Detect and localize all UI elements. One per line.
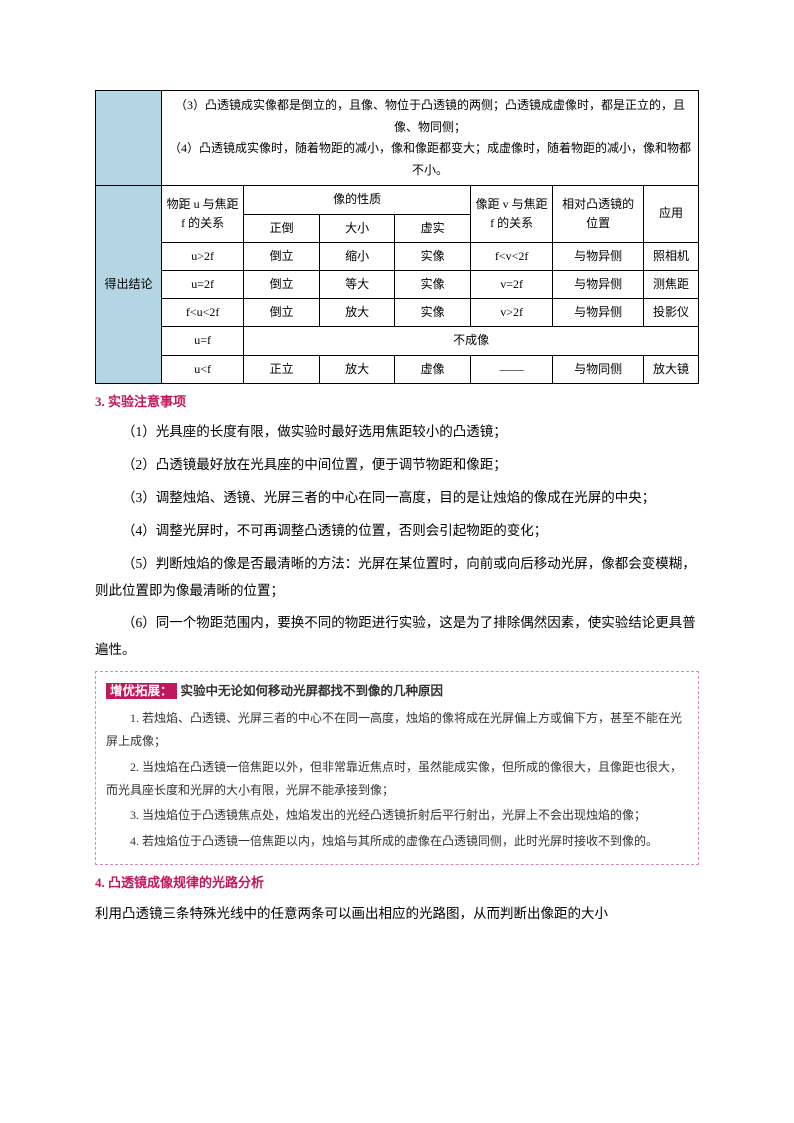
table-row: f<u<2f 倒立 放大 实像 v>2f 与物异侧 投影仪 xyxy=(96,299,699,327)
sec3-item: （1）光具座的长度有限，做实验时最好选用焦距较小的凸透镜； xyxy=(95,418,699,445)
table-row: u>2f 倒立 缩小 实像 f<v<2f 与物异侧 照相机 xyxy=(96,242,699,270)
ext-item: 4. 若烛焰位于凸透镜一倍焦距以内，烛焰与其所成的虚像在凸透镜同侧，此时光屏时接… xyxy=(106,830,688,853)
table-intro: （3）凸透镜成实像都是倒立的，且像、物位于凸透镜的两侧；凸透镜成虚像时，都是正立… xyxy=(161,91,698,186)
ext-title: 增优拓展： 实验中无论如何移动光屏都找不到像的几种原因 xyxy=(106,680,688,704)
ext-tag: 增优拓展： xyxy=(106,683,177,699)
th-col2: 像的性质 xyxy=(244,186,471,214)
section-3-title: 3. 实验注意事项 xyxy=(95,392,699,413)
sec3-item: （6）同一个物距范围内，要换不同的物距进行实验，这是为了排除偶然因素，使实验结论… xyxy=(95,609,699,663)
ext-title-text: 实验中无论如何移动光屏都找不到像的几种原因 xyxy=(181,684,444,698)
th-col4: 相对凸透镜的位置 xyxy=(553,186,644,242)
th-col5: 应用 xyxy=(643,186,698,242)
table-row: u=2f 倒立 等大 实像 v=2f 与物异侧 测焦距 xyxy=(96,270,699,298)
sec3-item: （2）凸透镜最好放在光具座的中间位置，便于调节物距和像距； xyxy=(95,451,699,478)
th-col3: 像距 v 与焦距 f 的关系 xyxy=(470,186,552,242)
sec3-item: （4）调整光屏时，不可再调整凸透镜的位置，否则会引起物距的变化； xyxy=(95,517,699,544)
section-4-title: 4. 凸透镜成像规律的光路分析 xyxy=(95,873,699,894)
table-row: u=f 不成像 xyxy=(96,327,699,355)
th-col1: 物距 u 与焦距 f 的关系 xyxy=(161,186,243,242)
ext-item: 2. 当烛焰在凸透镜一倍焦距以外，但非常靠近焦点时，虽然能成实像，但所成的像很大… xyxy=(106,756,688,802)
lens-imaging-table: （3）凸透镜成实像都是倒立的，且像、物位于凸透镜的两侧；凸透镜成虚像时，都是正立… xyxy=(95,90,699,384)
table-row-label: 得出结论 xyxy=(96,186,162,383)
intro-line-4: （4）凸透镜成实像时，随着物距的减小，像和像距都变大；成虚像时，随着物距的减小，… xyxy=(165,138,695,181)
th-sub1: 正倒 xyxy=(244,214,320,242)
table-row: u<f 正立 放大 虚像 —— 与物同侧 放大镜 xyxy=(96,355,699,383)
table-label-top xyxy=(96,91,162,186)
sec3-item: （3）调整烛焰、透镜、光屏三者的中心在同一高度，目的是让烛焰的像成在光屏的中央； xyxy=(95,484,699,511)
sec4-para: 利用凸透镜三条特殊光线中的任意两条可以画出相应的光路图，从而判断出像距的大小 xyxy=(95,900,699,927)
ext-item: 3. 当烛焰位于凸透镜焦点处，烛焰发出的光经凸透镜折射后平行射出，光屏上不会出现… xyxy=(106,804,688,827)
extension-box: 增优拓展： 实验中无论如何移动光屏都找不到像的几种原因 1. 若烛焰、凸透镜、光屏… xyxy=(95,671,699,865)
intro-line-3: （3）凸透镜成实像都是倒立的，且像、物位于凸透镜的两侧；凸透镜成虚像时，都是正立… xyxy=(165,95,695,138)
sec3-item: （5）判断烛焰的像是否最清晰的方法：光屏在某位置时，向前或向后移动光屏，像都会变… xyxy=(95,550,699,604)
th-sub2: 大小 xyxy=(319,214,395,242)
ext-item: 1. 若烛焰、凸透镜、光屏三者的中心不在同一高度，烛焰的像将成在光屏偏上方或偏下… xyxy=(106,707,688,753)
th-sub3: 虚实 xyxy=(395,214,471,242)
